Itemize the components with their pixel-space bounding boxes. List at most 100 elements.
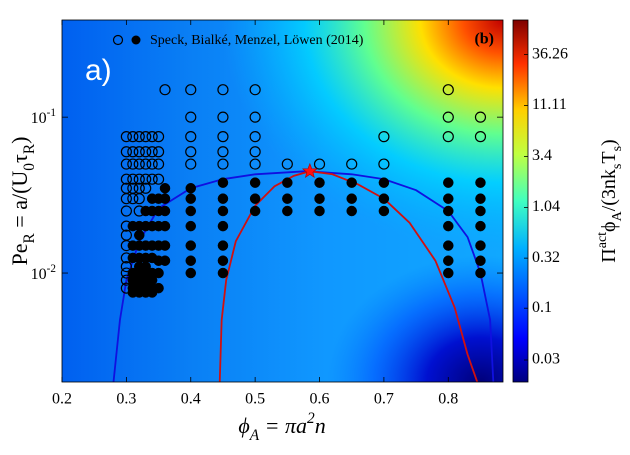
filled-marker	[282, 177, 293, 188]
open-marker	[133, 193, 145, 205]
colorbar-tick-label: 1.04	[532, 198, 560, 215]
filled-marker	[185, 193, 197, 204]
legend-marker-filled	[131, 35, 141, 45]
filled-marker	[378, 205, 390, 217]
plot-layer	[112, 84, 495, 382]
filled-marker	[217, 177, 229, 188]
filled-marker	[475, 220, 486, 232]
open-marker	[127, 131, 139, 143]
open-marker	[185, 84, 197, 96]
filled-marker	[185, 205, 197, 217]
open-marker	[185, 111, 197, 123]
open-marker	[133, 146, 145, 158]
colorbar-tick-label: 36.26	[532, 45, 568, 62]
x-tick-label: 0.2	[52, 391, 72, 408]
filled-marker	[346, 177, 357, 188]
open-marker	[133, 158, 145, 170]
filled-marker	[378, 177, 390, 188]
filled-marker	[249, 193, 261, 204]
critical-point	[301, 162, 318, 178]
open-marker	[185, 158, 197, 170]
open-marker	[217, 146, 229, 158]
filled-marker	[159, 193, 171, 204]
open-marker	[217, 131, 229, 143]
colorbar-tick-label: 0.32	[532, 249, 560, 266]
open-marker	[442, 84, 454, 96]
open-marker	[313, 158, 326, 170]
filled-marker	[217, 267, 229, 279]
filled-marker	[217, 255, 229, 266]
open-marker	[146, 146, 158, 158]
x-tick-label: 0.5	[245, 391, 265, 408]
open-marker	[281, 158, 293, 170]
open-marker	[140, 146, 152, 158]
open-marker	[217, 111, 229, 123]
panel-label: a)	[85, 54, 112, 87]
open-marker	[140, 173, 152, 185]
open-marker	[474, 111, 487, 123]
open-marker	[249, 131, 261, 143]
open-marker	[120, 205, 132, 217]
open-marker	[185, 146, 197, 158]
legend-marker-open	[112, 34, 124, 46]
filled-marker	[185, 267, 197, 279]
filled-marker	[314, 205, 325, 217]
filled-marker	[346, 205, 357, 217]
filled-marker	[314, 177, 325, 188]
open-marker	[346, 158, 358, 170]
filled-marker	[159, 240, 171, 251]
filled-marker	[475, 240, 486, 251]
open-marker	[249, 84, 261, 96]
filled-marker	[217, 220, 229, 232]
filled-marker	[217, 240, 229, 251]
filled-marker	[378, 193, 390, 204]
filled-marker	[475, 193, 486, 204]
filled-marker	[282, 193, 293, 204]
filled-marker	[282, 205, 293, 217]
filled-marker	[159, 182, 171, 194]
colorbar-tick-label: 0.1	[532, 299, 552, 316]
open-marker	[159, 84, 171, 96]
open-marker	[127, 146, 139, 158]
filled-marker	[134, 229, 145, 241]
y-tick-label: 10-1	[31, 107, 56, 127]
filled-marker	[475, 267, 486, 279]
colorbar-tick-label: 3.4	[532, 147, 552, 164]
filled-marker	[153, 267, 164, 279]
filled-marker	[314, 193, 325, 204]
filled-marker	[475, 177, 486, 188]
open-marker	[152, 158, 165, 170]
open-marker	[140, 131, 152, 143]
filled-marker	[443, 267, 454, 279]
panel-tag: (b)	[474, 31, 494, 48]
filled-marker	[249, 177, 261, 188]
plot-frame	[61, 19, 504, 383]
filled-marker	[159, 220, 171, 232]
open-marker	[217, 158, 229, 170]
filled-marker	[185, 255, 197, 266]
open-marker	[133, 131, 145, 143]
filled-marker	[475, 205, 486, 217]
filled-marker	[153, 282, 164, 294]
colorbar-label: ΠactϕA/(3nksTs)	[595, 139, 625, 262]
x-tick-label: 0.7	[374, 391, 394, 408]
filled-marker	[185, 220, 197, 232]
filled-marker	[475, 255, 486, 266]
filled-marker	[443, 255, 454, 266]
open-marker	[442, 131, 454, 143]
open-marker	[249, 111, 261, 123]
legend-label: Speck, Bialké, Menzel, Löwen (2014)	[150, 33, 364, 48]
open-marker	[146, 131, 158, 143]
open-marker	[474, 131, 487, 143]
open-marker	[249, 158, 261, 170]
x-tick-label: 0.6	[310, 391, 330, 408]
open-marker	[120, 131, 132, 143]
contour-background	[62, 20, 503, 382]
open-marker	[249, 146, 261, 158]
x-tick-label: 0.8	[438, 391, 458, 408]
filled-marker	[443, 205, 454, 217]
filled-marker	[185, 240, 197, 251]
x-tick-label: 0.4	[181, 391, 201, 408]
x-axis-label: ϕA = πa2n	[238, 410, 325, 444]
filled-marker	[185, 182, 197, 194]
